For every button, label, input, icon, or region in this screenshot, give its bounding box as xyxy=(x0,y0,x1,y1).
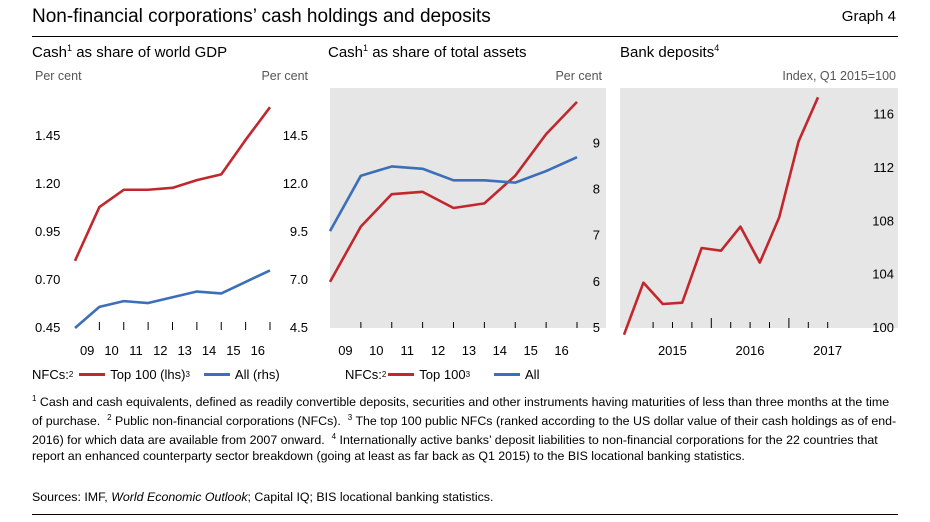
series-line-red xyxy=(328,100,578,283)
y-tick-left: 1.20 xyxy=(35,176,60,191)
x-tick-label: 09 xyxy=(80,343,94,358)
x-tick-label: 16 xyxy=(554,343,568,358)
panel1-left-unit: Per cent xyxy=(35,69,82,83)
top-rule xyxy=(32,36,898,37)
x-tick-label: 14 xyxy=(493,343,507,358)
x-tick-label: 12 xyxy=(153,343,167,358)
x-tick-label: 11 xyxy=(129,343,143,358)
panel3-title: Bank deposits4 xyxy=(620,43,720,61)
panel2-right-unit: Per cent xyxy=(555,69,602,83)
panel1-title: Cash1 as share of world GDP xyxy=(32,43,228,61)
x-tick-label: 2016 xyxy=(736,343,765,358)
y-tick-right: 14.5 xyxy=(283,128,308,143)
series-line-blue xyxy=(328,156,578,232)
panel1-right-unit: Per cent xyxy=(261,69,308,83)
bottom-rule xyxy=(32,514,898,515)
y-tick-right: 4.5 xyxy=(290,320,308,335)
x-tick-label: 16 xyxy=(251,343,265,358)
charts-svg: Per cent Per cent 0.45 0.70 0.95 1.20 1.45 4.5 7… xyxy=(35,69,898,358)
legend-red-swatch xyxy=(388,373,415,376)
legend-red-swatch xyxy=(79,373,106,376)
y-tick-right: 8 xyxy=(593,182,600,197)
y-tick-right: 5 xyxy=(593,320,600,335)
x-tick-label: 10 xyxy=(369,343,383,358)
legend-blue-swatch xyxy=(494,373,521,376)
x-tick-label: 2017 xyxy=(813,343,842,358)
y-tick-right: 9.5 xyxy=(290,224,308,239)
y-tick-right: 112 xyxy=(873,160,894,175)
x-tick-label: 11 xyxy=(400,343,414,358)
x-tick-label: 2015 xyxy=(658,343,687,358)
panel3-background xyxy=(620,88,898,328)
panel2-legend: NFCs: 2 Top 100 3 All xyxy=(345,367,540,382)
chart-title: Non-financial corporations’ cash holding… xyxy=(32,6,491,27)
y-tick-right: 7.0 xyxy=(290,272,308,287)
x-tick-label: 15 xyxy=(226,343,240,358)
y-tick-left: 1.45 xyxy=(35,128,60,143)
y-tick-right: 108 xyxy=(872,213,894,228)
y-tick-right: 100 xyxy=(872,320,894,335)
series-line-red xyxy=(73,106,272,262)
y-tick-right: 6 xyxy=(593,274,600,289)
x-tick-label: 14 xyxy=(202,343,216,358)
y-tick-right: 116 xyxy=(873,107,894,122)
panel3-right-unit: Index, Q1 2015=100 xyxy=(782,69,896,83)
legend-blue-swatch xyxy=(203,373,230,376)
y-tick-right: 104 xyxy=(872,267,894,282)
panel2-title: Cash1 as share of total assets xyxy=(328,43,527,61)
panel1-legend: NFCs: 2 Top 100 (lhs) 3 All (rhs) xyxy=(32,367,280,382)
footnotes: 1 Cash and cash equivalents, defined as … xyxy=(32,394,897,464)
y-tick-right: 9 xyxy=(593,135,600,150)
x-tick-label: 13 xyxy=(462,343,476,358)
y-tick-left: 0.95 xyxy=(35,224,60,239)
series-line-red xyxy=(622,96,820,336)
graph-number: Graph 4 xyxy=(841,8,896,25)
x-tick-label: 12 xyxy=(431,343,445,358)
x-tick-label: 09 xyxy=(338,343,352,358)
sources: Sources: IMF, World Economic Outlook; Ca… xyxy=(32,490,494,504)
y-tick-right: 12.0 xyxy=(283,176,308,191)
x-tick-label: 15 xyxy=(523,343,537,358)
x-tick-label: 10 xyxy=(104,343,118,358)
series-line-blue xyxy=(74,269,271,329)
y-tick-left: 0.70 xyxy=(35,272,60,287)
y-tick-left: 0.45 xyxy=(35,320,60,335)
x-tick-label: 13 xyxy=(177,343,191,358)
y-tick-right: 7 xyxy=(593,228,600,243)
panel2-background xyxy=(330,88,606,328)
